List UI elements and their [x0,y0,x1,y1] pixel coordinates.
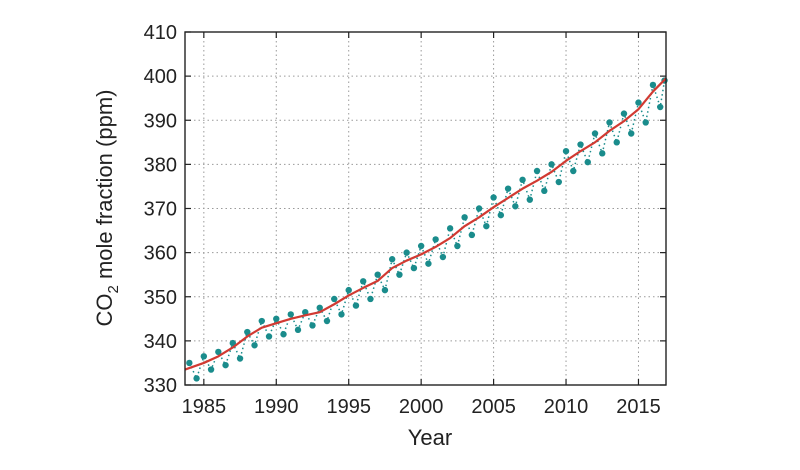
monthly-data-point [628,130,635,137]
monthly-data-point [186,359,193,367]
monthly-data-point [287,311,294,318]
monthly-data-point [468,231,476,239]
y-tick-label: 400 [144,66,177,88]
monthly-data-point [591,130,599,137]
monthly-data-point [236,355,244,362]
monthly-data-point [446,225,454,232]
monthly-data-point [309,322,316,329]
x-tick-label: 2015 [616,396,661,418]
monthly-data-point [649,81,657,89]
x-tick-label: 1995 [326,396,371,418]
monthly-data-point [229,339,237,347]
monthly-data-point [417,242,425,250]
grid-lines [185,31,666,386]
y-axis-label-prefix: CO [92,293,117,326]
monthly-data-point [200,353,208,360]
monthly-data-point [533,167,541,175]
monthly-data-point [497,211,505,219]
monthly-data-point [294,326,302,334]
monthly-data-point [193,375,200,382]
y-tick-label: 410 [144,22,177,44]
monthly-data-point [548,161,555,168]
monthly-data-point [599,150,606,157]
monthly-data-point [570,167,577,175]
y-axis-label-subscript: 2 [105,285,122,293]
monthly-data-point [490,194,497,201]
monthly-data-point [555,178,562,186]
y-tick-label: 380 [144,154,177,176]
monthly-data-point [215,348,222,356]
monthly-data-point [338,311,345,318]
y-tick-label: 360 [144,243,177,265]
monthly-data-point [657,103,664,111]
x-tick-label: 2000 [399,396,444,418]
monthly-data-point [258,317,265,325]
monthly-data-point [606,119,613,126]
x-axis-label: Year [408,425,452,450]
monthly-data-point [396,271,403,278]
monthly-data-point [635,99,642,106]
monthly-data-point [244,328,251,336]
monthly-data-point [519,176,526,184]
plot-area [184,77,668,382]
monthly-data-point [410,264,418,272]
monthly-data-point [323,317,331,325]
monthly-data-point [316,304,323,311]
monthly-data-point [302,308,309,316]
monthly-data-point [526,196,534,203]
monthly-data-point [432,236,439,243]
monthly-data-point [273,315,280,323]
monthly-data-point [461,214,468,221]
monthly-data-point [345,286,352,294]
monthly-data-point [331,295,338,303]
x-tick-label: 1985 [182,396,227,418]
x-tick-label: 2010 [544,396,589,418]
y-axis-label-suffix: mole fraction (ppm) [92,90,117,286]
monthly-data-point [613,139,620,146]
monthly-data-point [388,256,396,263]
monthly-data-point [207,366,215,373]
y-tick-label: 340 [144,331,177,353]
monthly-data-point [425,260,432,267]
y-tick-label: 330 [144,375,177,397]
monthly-data-point [280,331,287,338]
axis-ticks: 1985 1990 1995 2000 2005 2010 2015 330 340 350 360… [144,22,666,418]
monthly-data-point [374,271,381,278]
monthly-data-point [562,147,570,155]
monthly-data-point [367,295,374,303]
x-tick-label: 1990 [254,396,299,418]
monthly-data-point [620,110,628,117]
monthly-series-line [188,80,666,381]
monthly-data-point [577,141,584,148]
monthly-data-point [483,222,490,230]
monthly-data-point [381,286,389,294]
monthly-data-point [439,253,447,261]
monthly-data-point [504,185,512,192]
monthly-data-point [454,242,461,250]
monthly-data-point [475,205,483,212]
monthly-data-point [352,302,360,309]
monthly-data-point [360,278,367,285]
monthly-data-point [222,361,229,369]
y-tick-label: 370 [144,199,177,221]
monthly-data-point [541,187,548,195]
y-tick-label: 350 [144,287,177,309]
monthly-data-point [251,342,258,349]
x-tick-label: 2005 [471,396,516,418]
monthly-data-point [512,203,519,210]
monthly-data-point [265,333,273,340]
monthly-data-point [403,249,410,256]
monthly-data-point [584,158,591,166]
trend-series-line [184,77,667,371]
monthly-data-point [642,119,649,126]
y-axis-label: CO2 mole fraction (ppm) [92,90,122,327]
y-tick-label: 390 [144,110,177,132]
